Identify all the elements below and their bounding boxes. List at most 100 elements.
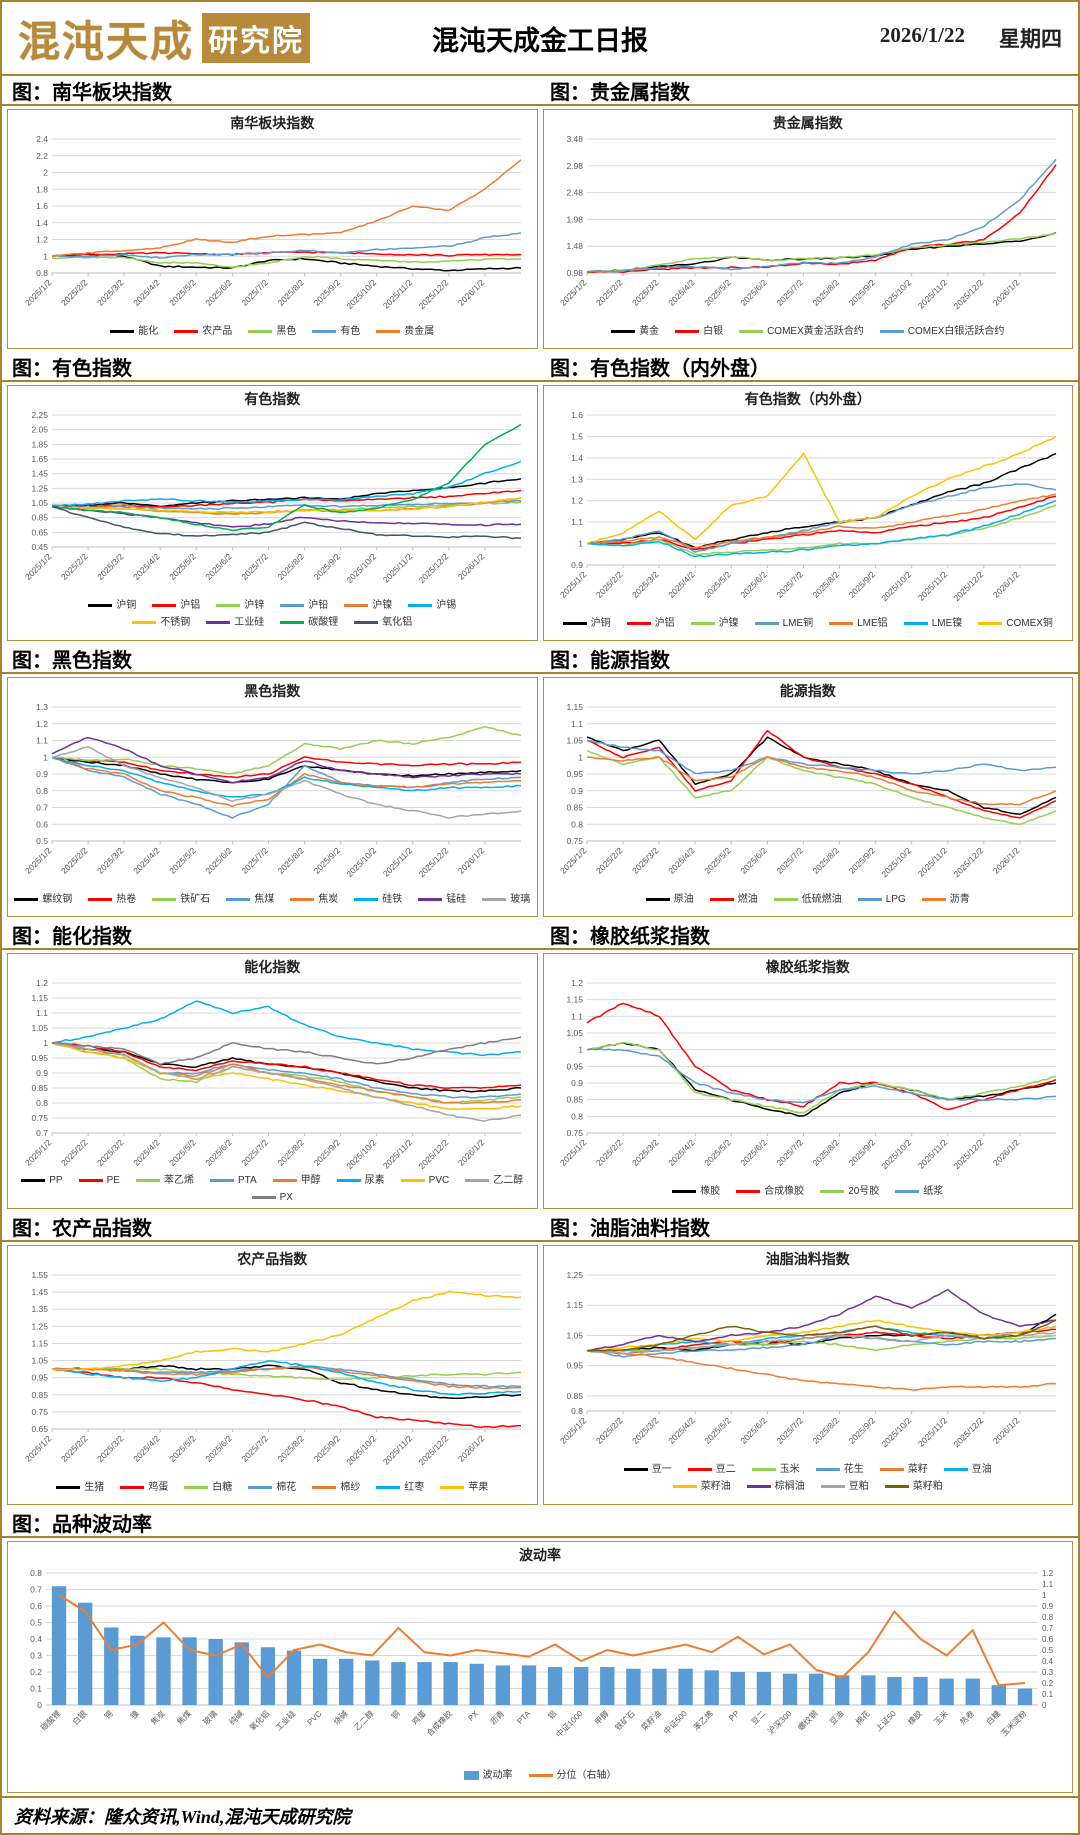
legend-item: 沪锡 [408,597,456,614]
svg-text:2025/7/2: 2025/7/2 [775,845,806,876]
legend-item: 分位（右轴） [528,1767,617,1784]
section-title: 图：能化指数 [12,925,132,948]
legend-item: LME铝 [829,615,888,632]
series-line [51,1366,521,1390]
chart-legend: 豆一 豆二 玉米 花生 菜籽 豆油 菜籽油 棕榈油 豆粕 菜籽粕 [623,1461,993,1495]
series-line [51,499,521,510]
legend-item: 氧化铝 [354,614,412,631]
svg-text:2025/8/2: 2025/8/2 [811,1137,842,1168]
svg-text:鸡蛋: 鸡蛋 [410,1708,428,1726]
panel-black-index: 黑色指数 1.3 1.2 1.1 1 0.9 0.8 0.7 0.6 0.5 2025/1/2 202… [7,677,538,917]
legend-item: 低硫燃油 [773,891,842,908]
legend-label: PTA [237,1175,257,1186]
legend-label: 豆油 [971,1464,992,1475]
svg-text:镍: 镍 [128,1708,141,1721]
svg-text:2025/11/2: 2025/11/2 [381,1433,415,1467]
legend-swatch-line [879,330,904,333]
svg-text:2025/5/2: 2025/5/2 [703,1137,734,1168]
legend-swatch-line [879,1468,904,1471]
legend-swatch-line [152,898,177,901]
section-title: 图：能源指数 [550,649,670,672]
legend-item: 工业硅 [206,614,264,631]
panel-precious-metal-index: 贵金属指数 3.48 2.98 2.48 1.98 1.48 0.98 2025/1/2 202… [542,109,1073,349]
report-footer: 资料来源：隆众资讯,Wind,混沌天成研究院 [2,1796,1078,1833]
svg-text:2025/5/2: 2025/5/2 [167,1137,198,1168]
svg-text:0.4: 0.4 [30,1634,42,1644]
legend-item: 苯乙烯 [135,1172,194,1189]
legend-swatch-line [280,604,305,607]
legend-item: 能化 [110,323,158,340]
legend-swatch-line [903,622,928,625]
svg-text:2025/12/2: 2025/12/2 [952,277,986,311]
legend-swatch-line [272,1179,297,1182]
svg-text:玉米: 玉米 [932,1708,950,1726]
svg-text:2025/6/2: 2025/6/2 [739,845,770,876]
svg-text:棉花: 棉花 [853,1708,871,1726]
svg-text:2025/1/2: 2025/1/2 [23,277,54,308]
svg-text:1.6: 1.6 [36,201,48,211]
chart-legend: PP PE 苯乙烯 PTA 甲醇 尿素 PVC 乙二醇 PX [10,1172,535,1206]
chart-legend: 沪铜 沪铝 沪镍 LME铜 LME铝 LME镍 COMEX铜 [562,615,1053,632]
legend-item: 生猪 [56,1479,104,1496]
svg-text:中证500: 中证500 [661,1708,689,1736]
svg-text:2026/1/2: 2026/1/2 [991,1137,1022,1168]
legend-label: 白糖 [212,1482,233,1493]
panel-volatility: 波动率 0.8 0.7 0.6 0.5 0.4 0.3 0.2 0.1 0 1.2 1.1 1 0.9 0.… [7,1541,1073,1793]
svg-text:1.48: 1.48 [567,241,584,251]
svg-text:2.4: 2.4 [36,134,48,144]
svg-text:0.8: 0.8 [36,268,48,278]
svg-text:2025/7/2: 2025/7/2 [239,845,270,876]
legend-label: 分位（右轴） [556,1770,617,1781]
svg-text:2025/12/2: 2025/12/2 [952,845,986,879]
svg-text:2025/6/2: 2025/6/2 [739,1137,770,1168]
legend-label: 棉纱 [340,1482,361,1493]
legend-item: 沪铜 [88,597,136,614]
legend-item: 纸浆 [895,1183,943,1200]
svg-text:1.4: 1.4 [36,218,48,228]
legend-label: 红枣 [404,1482,425,1493]
panel-oils-index: 油脂油料指数 1.25 1.15 1.05 0.95 0.85 0.8 2025/1/2 202… [542,1245,1073,1505]
svg-text:2025/7/2: 2025/7/2 [775,1415,806,1446]
legend-item: COMEX黄金活跃合约 [739,323,864,340]
svg-text:2025/1/2: 2025/1/2 [23,1433,54,1464]
legend-swatch-line [820,1190,845,1193]
legend-swatch-line [672,1485,697,1488]
svg-text:2025/2/2: 2025/2/2 [594,569,625,600]
legend-label: 氧化铝 [382,617,413,628]
svg-text:铁矿石: 铁矿石 [613,1708,637,1732]
legend-swatch-line [354,621,379,624]
section-title: 图：有色指数 [12,357,132,380]
legend-label: LME铜 [782,618,814,629]
legend-item: 沪铝 [152,597,200,614]
svg-text:1.65: 1.65 [31,454,48,464]
legend-label: 白银 [703,326,724,337]
legend-item: 沪镍 [344,597,392,614]
chart-title: 南华板块指数 [230,115,315,131]
right-axis-tick: 0.6 [1042,1635,1054,1644]
legend-item: 玻璃 [482,891,530,908]
legend-label: 棕榈油 [774,1481,805,1492]
legend-label: 橡胶 [700,1186,721,1197]
right-axis-tick: 0.4 [1042,1657,1054,1666]
legend-item: 焦炭 [290,891,338,908]
x-axis: 2025/1/2 2025/2/2 2025/3/2 2025/4/2 2025/5/2… [23,841,487,879]
svg-text:铜: 铜 [389,1708,402,1721]
svg-text:2025/3/2: 2025/3/2 [95,551,126,582]
svg-text:2.05: 2.05 [31,425,48,435]
legend-swatch-line [120,1486,145,1489]
svg-text:0.8: 0.8 [571,819,583,829]
chart-title: 有色指数 [244,391,301,407]
svg-text:1.2: 1.2 [36,978,48,988]
svg-text:2025/8/2: 2025/8/2 [275,551,306,582]
legend-item: 20号胶 [820,1183,879,1200]
legend-item: 沪铜 [562,615,611,632]
svg-text:2025/11/2: 2025/11/2 [381,845,415,879]
series-line [587,499,1057,558]
legend-item: LME镍 [903,615,962,632]
svg-text:2026/1/2: 2026/1/2 [456,845,487,876]
legend-label: 乙二醇 [493,1175,524,1186]
legend-item: 豆一 [623,1461,672,1478]
svg-text:2025/3/2: 2025/3/2 [630,277,661,308]
